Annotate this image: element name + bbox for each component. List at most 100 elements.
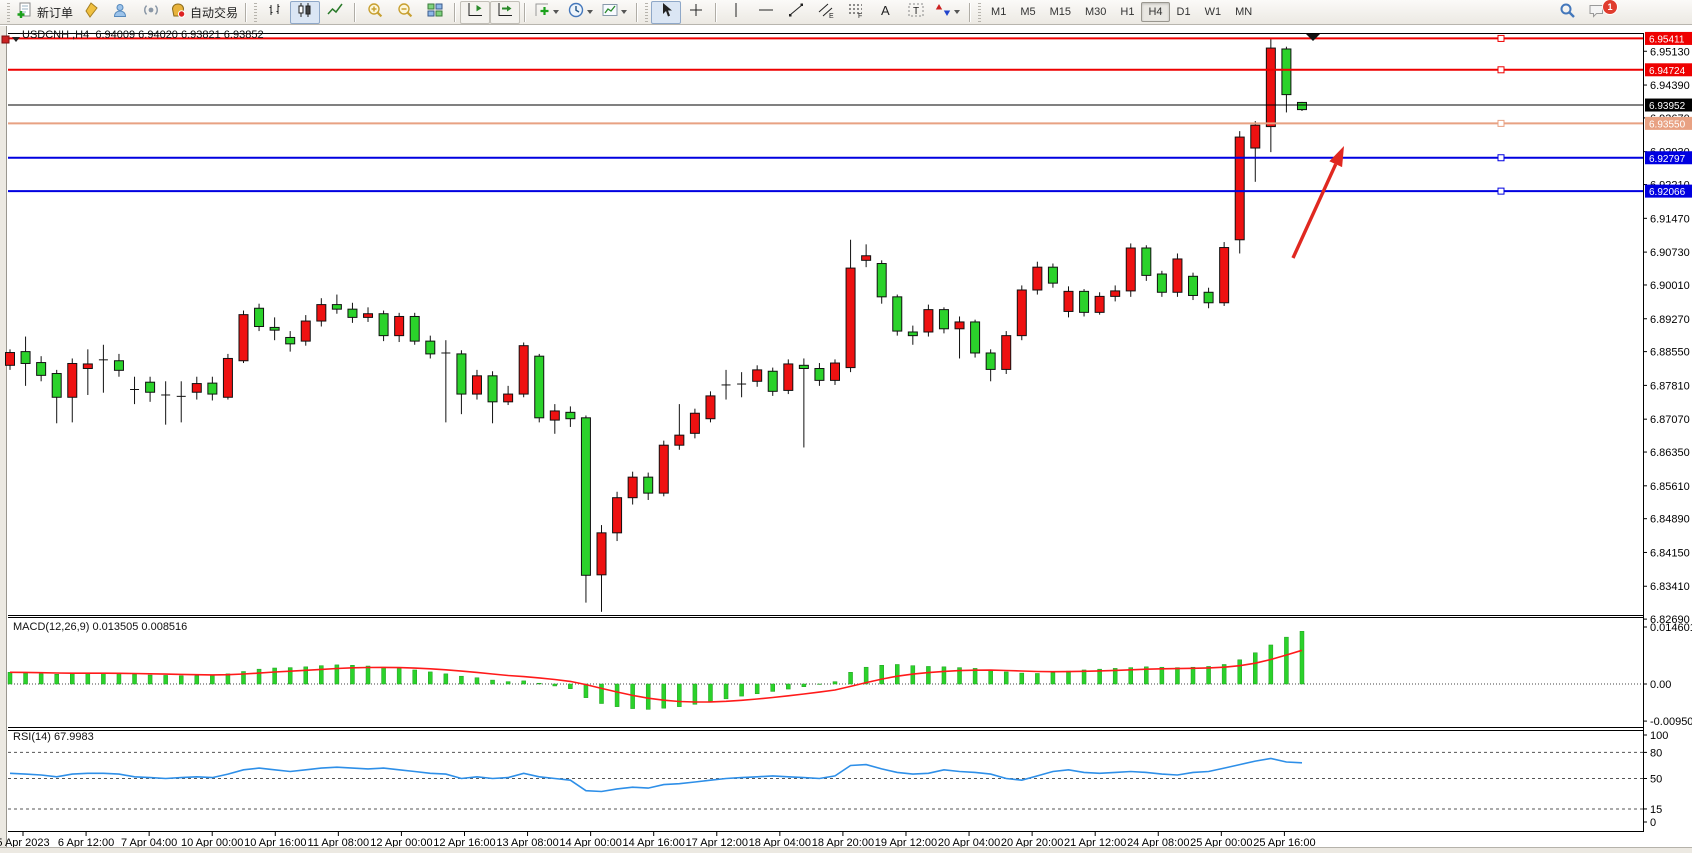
bar-chart-button[interactable] [260, 1, 290, 24]
cursor-button[interactable] [651, 0, 682, 24]
price-tag[interactable] [1645, 184, 1692, 198]
macd-histogram-bar [7, 672, 13, 685]
timeframe-button-W1[interactable]: W1 [1204, 6, 1222, 18]
candle-body [814, 368, 825, 381]
market-signal-button[interactable] [136, 1, 166, 24]
candle-body [269, 326, 280, 331]
vertical-line-icon [727, 1, 745, 24]
macd-histogram-bar [957, 667, 962, 685]
line-handle[interactable] [1497, 34, 1505, 42]
template-button[interactable] [598, 1, 632, 24]
macd-histogram-bar [1144, 666, 1149, 685]
zoom-in-button[interactable] [360, 1, 390, 24]
macd-histogram-bar [1253, 652, 1258, 685]
time-tick-label: 14 Apr 00:00 [559, 837, 621, 849]
timeframe-button-D1[interactable]: D1 [1176, 6, 1191, 18]
trend-arrow-head[interactable] [1329, 146, 1344, 168]
macd-histogram-bar [583, 683, 589, 698]
time-tick-label: 25 Apr 16:00 [1253, 837, 1315, 849]
profile-button[interactable] [106, 1, 136, 24]
zoom-out-button[interactable] [390, 1, 420, 24]
time-tick-label: 25 Apr 00:00 [1190, 837, 1252, 849]
candle-body [752, 369, 763, 382]
candle-body [1265, 47, 1276, 128]
arrows-button[interactable] [931, 1, 965, 24]
symbols-button[interactable] [76, 1, 106, 24]
notifications-button[interactable]: 1 [1582, 0, 1618, 24]
timeframe-button-M1[interactable]: M1 [991, 6, 1007, 18]
candle-body [596, 532, 607, 576]
crosshair-button[interactable] [681, 1, 711, 24]
line-handle[interactable] [1497, 66, 1505, 74]
price-tag[interactable] [1645, 31, 1692, 45]
candle-body [82, 363, 93, 370]
line-handle[interactable] [1497, 154, 1505, 162]
candle-body [456, 353, 467, 395]
price-tag[interactable] [1645, 151, 1692, 165]
price-tag[interactable] [1645, 98, 1692, 112]
candle-body [627, 476, 638, 499]
macd-histogram-bar [599, 683, 604, 704]
text-label-button[interactable]: T [901, 1, 931, 24]
chart-shift-button[interactable] [460, 0, 491, 24]
trend-arrow-line[interactable] [1291, 163, 1338, 259]
price-tick-label: 6.83410 [1650, 581, 1690, 593]
timeframe-button-M15[interactable]: M15 [1049, 6, 1071, 18]
line-handle[interactable] [1497, 187, 1505, 195]
time-tick-label: 10 Apr 16:00 [244, 837, 306, 849]
candle-body [658, 444, 669, 494]
macd-histogram-bar [801, 683, 807, 687]
line-handle[interactable] [1497, 119, 1505, 127]
timeframe-group: M1 M5 M15 M30 H1 H4 D1 W1 MN [984, 2, 1259, 22]
candle-body [1032, 266, 1043, 291]
tile-windows-button[interactable] [420, 1, 450, 24]
fibonacci-button[interactable]: F [841, 1, 871, 24]
time-tick-label: 10 Apr 00:00 [181, 837, 243, 849]
search-button[interactable] [1552, 1, 1582, 24]
time-tick-label: 6 Apr 12:00 [58, 837, 114, 849]
candle-body [1001, 335, 1012, 370]
macd-tick-label: 0.014601 [1650, 622, 1692, 634]
autotrading-button[interactable]: 自动交易 [166, 1, 241, 24]
macd-histogram-bar [926, 666, 931, 685]
auto-scroll-button[interactable] [490, 0, 521, 24]
text-button[interactable]: A [871, 1, 901, 24]
gold-diamond-icon [82, 1, 100, 24]
timeframe-button-H4[interactable]: H4 [1141, 2, 1170, 22]
timeframe-button-M30[interactable]: M30 [1085, 6, 1107, 18]
candle-body [471, 375, 482, 395]
price-tick-label: 6.87070 [1650, 414, 1690, 426]
candle-body [36, 362, 47, 376]
timeframe-button-H1[interactable]: H1 [1120, 6, 1135, 18]
candle-body [1016, 289, 1027, 337]
candle-body [20, 351, 31, 364]
trendline-button[interactable] [781, 1, 811, 24]
macd-histogram-bar [319, 665, 324, 685]
macd-histogram-bar [272, 667, 277, 685]
macd-signal-line [9, 649, 1303, 703]
price-tick-label: 6.89270 [1650, 314, 1690, 326]
macd-histogram-bar [178, 675, 184, 685]
chart-shift-marker[interactable] [1306, 34, 1320, 41]
macd-tick-label: 0.00 [1650, 679, 1671, 691]
price-tick-label: 6.84890 [1650, 514, 1690, 526]
period-button[interactable] [564, 1, 598, 24]
price-tag[interactable] [1645, 116, 1692, 130]
new-order-button[interactable]: 新订单 [13, 1, 76, 24]
time-tick-label: 13 Apr 08:00 [496, 837, 558, 849]
vertical-line-button[interactable] [721, 1, 751, 24]
candlestick-chart-button[interactable] [290, 0, 321, 24]
add-indicator-button[interactable] [530, 1, 564, 24]
horizontal-line-button[interactable] [751, 1, 781, 24]
rsi-tick-label: 0 [1650, 817, 1656, 829]
time-tick-label: 5 Apr 2023 [0, 837, 50, 849]
line-chart-button[interactable] [320, 1, 350, 24]
timeframe-button-M5[interactable]: M5 [1020, 6, 1036, 18]
macd-histogram-bar [38, 673, 44, 685]
equidistant-channel-button[interactable]: E [811, 1, 841, 24]
macd-histogram-bar [256, 668, 262, 685]
price-tag[interactable] [1645, 63, 1692, 77]
timeframe-button-MN[interactable]: MN [1235, 6, 1253, 18]
candle-body [767, 370, 778, 392]
